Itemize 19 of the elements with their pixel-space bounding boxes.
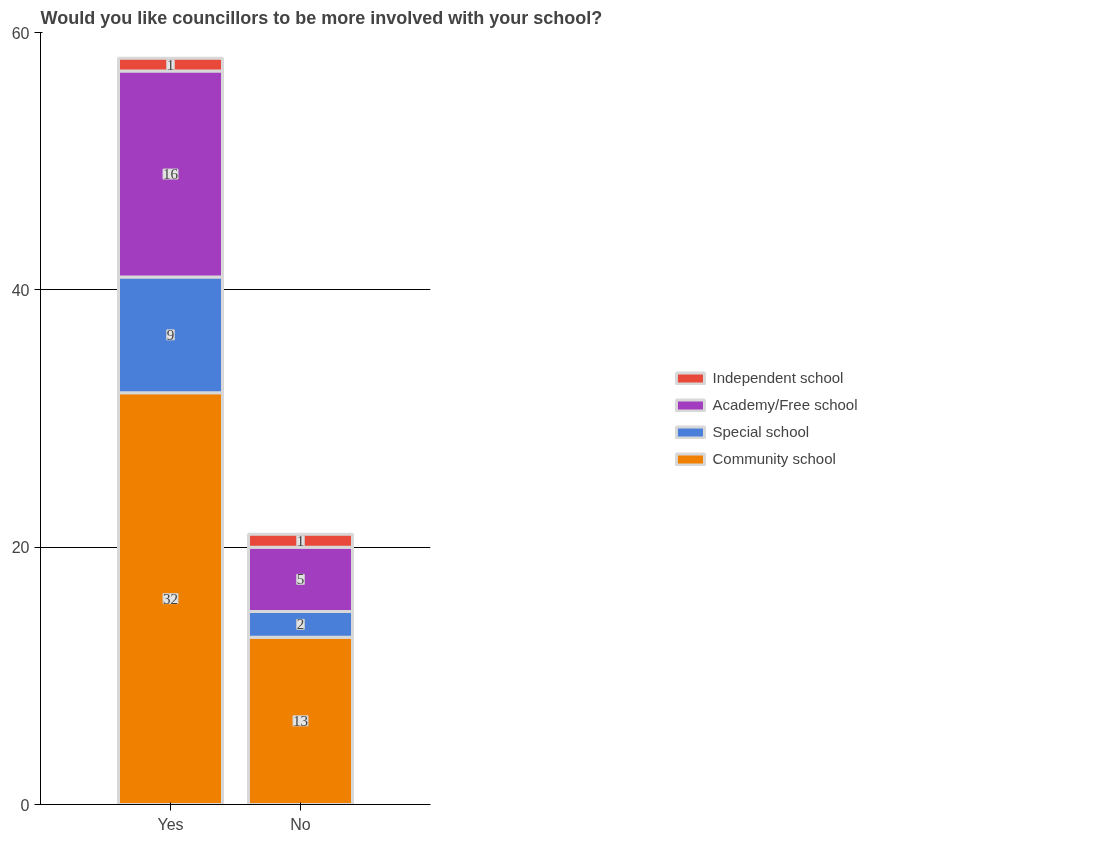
- y-tick-label: 60: [11, 24, 30, 42]
- chart-title: Would you like councillors to be more involved with your school?: [40, 7, 603, 28]
- legend-label: Independent school: [712, 369, 844, 386]
- x-tick-label: No: [290, 815, 311, 833]
- legend-label: Academy/Free school: [712, 396, 858, 413]
- y-tick-label: 40: [11, 281, 30, 299]
- data-label: 32: [163, 590, 178, 607]
- data-label: 2: [296, 616, 305, 633]
- y-tick-label: 0: [20, 796, 30, 814]
- legend-label: Community school: [712, 450, 836, 467]
- data-label: 1: [166, 56, 175, 73]
- data-label: 16: [163, 166, 179, 183]
- y-tick-label: 20: [11, 539, 30, 557]
- x-tick-label: Yes: [157, 815, 184, 833]
- data-label: 9: [166, 326, 175, 343]
- data-label: 5: [296, 571, 305, 588]
- data-label: 1: [296, 532, 305, 549]
- data-label: 13: [293, 712, 308, 729]
- legend-label: Special school: [712, 423, 810, 440]
